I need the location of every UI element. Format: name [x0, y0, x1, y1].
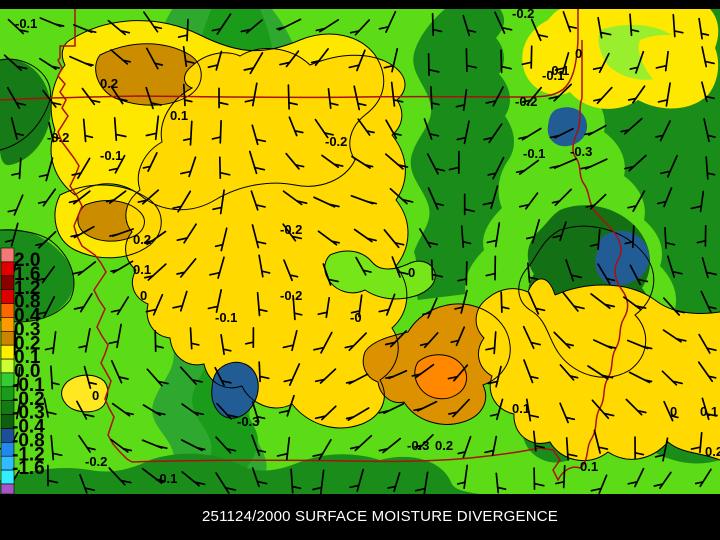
svg-text:-0.1: -0.1	[523, 146, 545, 161]
svg-text:-0.2: -0.2	[280, 288, 302, 303]
svg-text:0.1: 0.1	[133, 262, 151, 277]
svg-text:-0.1: -0.1	[215, 310, 237, 325]
svg-text:0.1: 0.1	[700, 404, 718, 419]
svg-text:0: 0	[92, 388, 99, 403]
svg-text:-0.2: -0.2	[325, 134, 347, 149]
svg-text:-0.3: -0.3	[237, 414, 259, 429]
svg-text:-0.1: -0.1	[15, 16, 37, 31]
svg-text:-0.1: -0.1	[100, 148, 122, 163]
svg-text:0.2: 0.2	[705, 444, 720, 459]
svg-text:0.2: 0.2	[100, 76, 118, 91]
svg-text:-0.1: -0.1	[155, 471, 177, 486]
svg-text:-0: -0	[350, 310, 362, 325]
svg-text:0.2: 0.2	[435, 438, 453, 453]
svg-text:-0.1: -0.1	[547, 63, 569, 78]
svg-text:-0.2: -0.2	[515, 94, 537, 109]
svg-text:0: 0	[575, 46, 582, 61]
svg-text:-0.2: -0.2	[47, 130, 69, 145]
svg-text:0.1: 0.1	[580, 459, 598, 474]
svg-text:-0.3: -0.3	[570, 144, 592, 159]
svg-text:0.2: 0.2	[133, 232, 151, 247]
svg-text:0: 0	[140, 288, 147, 303]
svg-text:0: 0	[408, 265, 415, 280]
svg-text:-1.6: -1.6	[12, 458, 45, 479]
svg-text:-0.3: -0.3	[407, 438, 429, 453]
svg-text:0.1: 0.1	[512, 401, 530, 416]
svg-text:0: 0	[670, 404, 677, 419]
svg-text:251124/2000 SURFACE MOISTURE D: 251124/2000 SURFACE MOISTURE DIVERGENCE	[202, 508, 558, 525]
svg-text:0.1: 0.1	[170, 108, 188, 123]
svg-text:-0.2: -0.2	[280, 222, 302, 237]
svg-text:-0.2: -0.2	[85, 454, 107, 469]
